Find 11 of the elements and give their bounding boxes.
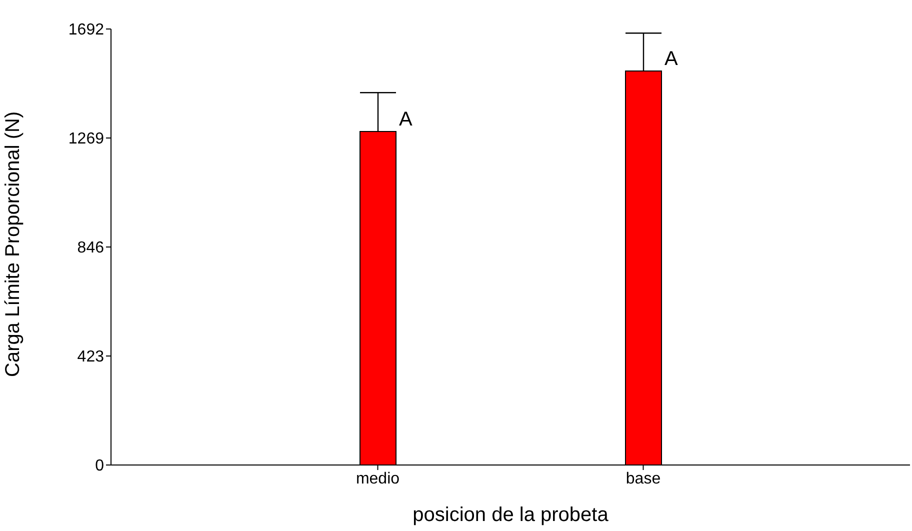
y-axis-title: Carga Límite Proporcional (N) [2, 111, 24, 377]
annotation: A [664, 48, 678, 70]
x-tick-label: medio [356, 470, 400, 488]
y-tick-label: 1692 [68, 22, 104, 39]
y-tick-label: 0 [95, 458, 104, 475]
x-tick-label: base [626, 470, 661, 488]
annotation: A [399, 108, 413, 131]
y-tick-label: 846 [77, 240, 104, 257]
y-tick-label: 423 [77, 348, 104, 366]
y-tick-label: 1269 [68, 130, 104, 148]
x-axis-title: posicion de la probeta [412, 504, 610, 526]
